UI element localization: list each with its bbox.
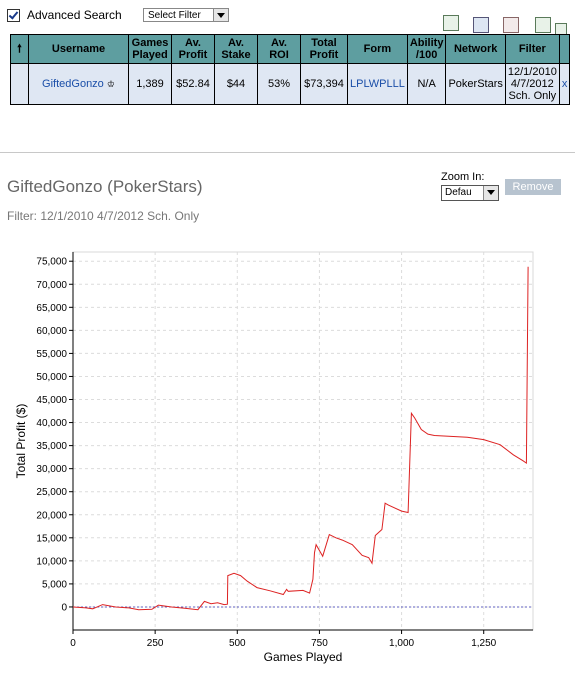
chevron-down-icon[interactable] xyxy=(483,186,498,200)
y-tick-label: 30,000 xyxy=(36,464,67,475)
copy-icon[interactable] xyxy=(473,17,489,33)
filter-subtitle: Filter: 12/1/2010 4/7/2012 Sch. Only xyxy=(7,209,200,223)
y-tick-label: 65,000 xyxy=(36,303,67,314)
username-link[interactable]: GiftedGonzo xyxy=(42,78,104,90)
profit-line xyxy=(72,266,529,611)
y-tick-label: 15,000 xyxy=(36,533,67,544)
y-tick-label: 55,000 xyxy=(36,349,67,360)
y-tick-label: 60,000 xyxy=(36,326,67,337)
x-tick-label: 250 xyxy=(147,638,164,649)
ability-cell: N/A xyxy=(406,63,447,105)
chart-ticks: 0 5,000 10,000 15,000 20,000 25,000 30,000 35,0… xyxy=(36,257,496,649)
games-played-cell: 1,389 xyxy=(128,63,172,105)
y-tick-label: 20,000 xyxy=(36,510,67,521)
y-tick-label: 45,000 xyxy=(36,395,67,406)
x-tick-label: 1,250 xyxy=(471,638,496,649)
network-cell: PokerStars xyxy=(445,63,506,105)
column-header-av-roi[interactable]: Av. ROI xyxy=(257,34,301,64)
player-icon: ♔ xyxy=(106,79,115,89)
sort-up-arrow-icon[interactable]: 🠕 xyxy=(17,43,22,55)
username-cell: GiftedGonzo ♔ xyxy=(28,63,129,105)
zoom-label: Zoom In: xyxy=(441,171,485,183)
column-header-network[interactable]: Network xyxy=(445,34,506,64)
advanced-search-label: Advanced Search xyxy=(27,8,122,22)
refresh-icon[interactable] xyxy=(535,17,551,33)
form-cell: LPLWPLLL xyxy=(347,63,408,105)
y-axis-label: Total Profit ($) xyxy=(14,404,28,479)
chart-axes xyxy=(72,252,533,631)
x-tick-label: 750 xyxy=(311,638,328,649)
column-header-av-stake[interactable]: Av. Stake xyxy=(214,34,258,64)
row-spacer xyxy=(10,63,29,105)
column-header-remove xyxy=(558,34,571,64)
remove-button[interactable]: Remove xyxy=(505,179,561,195)
av-profit-cell: $52.84 xyxy=(171,63,215,105)
form-link[interactable]: LPLWPLLL xyxy=(350,78,405,90)
column-header-filter[interactable]: Filter xyxy=(504,34,560,64)
av-roi-cell: 53% xyxy=(257,63,301,105)
y-tick-label: 75,000 xyxy=(36,257,67,268)
filter-select-value: Select Filter xyxy=(148,10,201,21)
checkbox-icon[interactable] xyxy=(7,8,20,22)
column-header-av-profit[interactable]: Av. Profit xyxy=(171,34,215,64)
chevron-down-icon[interactable] xyxy=(213,9,228,21)
sort-column-header[interactable]: 🠕 xyxy=(10,34,29,64)
remove-cell: x xyxy=(558,63,571,105)
y-tick-label: 50,000 xyxy=(36,372,67,383)
y-tick-label: 10,000 xyxy=(36,556,67,567)
page-title: GiftedGonzo (PokerStars) xyxy=(7,177,203,196)
filter-select[interactable]: Select Filter xyxy=(143,8,229,22)
x-tick-label: 500 xyxy=(229,638,246,649)
table-header-row: 🠕 Username Games Played Av. Profit Av. S… xyxy=(10,34,571,64)
delete-icon[interactable] xyxy=(503,17,519,33)
y-tick-label: 25,000 xyxy=(36,487,67,498)
column-header-games-played[interactable]: Games Played xyxy=(128,34,172,64)
table-row: GiftedGonzo ♔ 1,389 $52.84 $44 53% $73,3… xyxy=(10,63,571,105)
total-profit-cell: $73,394 xyxy=(300,63,348,105)
stats-table: 🠕 Username Games Played Av. Profit Av. S… xyxy=(10,34,571,105)
x-axis-label: Games Played xyxy=(264,650,343,664)
plot-area xyxy=(72,251,534,631)
chart-series xyxy=(72,266,529,611)
stats-panel: Advanced Search Select Filter 🠕 Username… xyxy=(0,0,575,125)
divider xyxy=(0,152,575,153)
column-header-total-profit[interactable]: Total Profit xyxy=(300,34,348,64)
x-tick-label: 1,000 xyxy=(389,638,414,649)
profit-chart: 0 5,000 10,000 15,000 20,000 25,000 30,000 35,0… xyxy=(14,251,534,664)
remove-row-button[interactable]: x xyxy=(561,78,568,90)
column-header-ability[interactable]: Ability /100 xyxy=(406,34,447,64)
column-header-form[interactable]: Form xyxy=(347,34,408,64)
column-header-username[interactable]: Username xyxy=(28,34,129,64)
export-icon[interactable] xyxy=(443,15,459,31)
y-tick-label: 70,000 xyxy=(36,280,67,291)
zoom-select[interactable]: Defau xyxy=(441,185,499,201)
y-tick-label: 5,000 xyxy=(42,579,67,590)
filter-cell: 12/1/2010 4/7/2012 Sch. Only xyxy=(504,63,560,105)
y-tick-label: 0 xyxy=(61,602,67,613)
zoom-select-value: Defau xyxy=(445,187,472,198)
y-tick-label: 40,000 xyxy=(36,418,67,429)
y-tick-label: 35,000 xyxy=(36,441,67,452)
toolbar-icons xyxy=(440,15,570,35)
chart-grid xyxy=(72,251,534,631)
advanced-search-toggle[interactable]: Advanced Search xyxy=(7,8,122,22)
av-stake-cell: $44 xyxy=(214,63,258,105)
x-tick-label: 0 xyxy=(70,638,76,649)
